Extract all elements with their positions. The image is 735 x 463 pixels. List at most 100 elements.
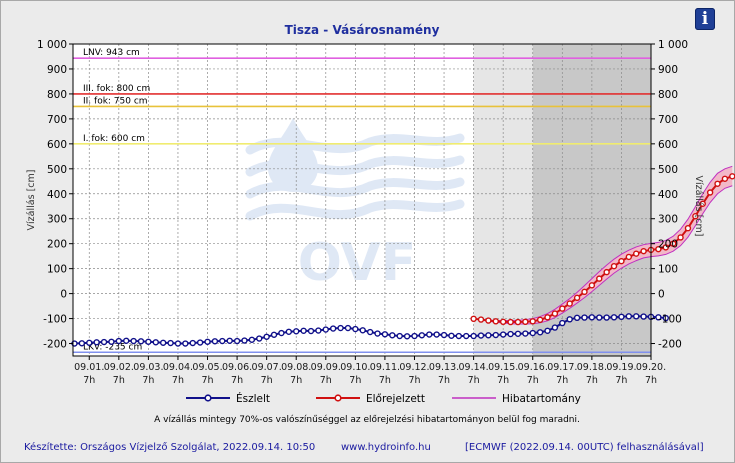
x-tick-label-date: 09.13. [429, 362, 459, 373]
x-tick-label-date: 09.12. [399, 362, 429, 373]
forecast-point [499, 318, 507, 325]
observed-point [455, 332, 463, 340]
observed-point [499, 331, 507, 338]
observed-point [86, 339, 93, 346]
observed-point [418, 332, 426, 339]
forecast-point [544, 314, 551, 321]
y-tick-label-left: 0 [60, 289, 67, 301]
observed-point [655, 314, 662, 321]
observed-point [536, 329, 544, 336]
forecast-point [522, 318, 529, 325]
forecast-point [536, 316, 544, 324]
observed-point [359, 327, 366, 334]
observed-point [610, 314, 618, 321]
x-tick-label-date: 09.19. [606, 362, 636, 373]
y-tick-label-left: 500 [47, 164, 67, 176]
observed-point [108, 338, 115, 345]
x-tick-label-date: 09.20. [636, 362, 666, 373]
observed-point [174, 340, 182, 347]
observed-point [381, 331, 389, 338]
x-tick-label-hour: 7h [172, 375, 184, 386]
plot-border [72, 43, 652, 357]
y-tick-label-right: 0 [658, 289, 665, 301]
x-tick-label-date: 09.18. [577, 362, 607, 373]
forecast-point [485, 317, 492, 324]
wave-icon [245, 155, 465, 177]
x-tick-label-hour: 7h [320, 375, 332, 386]
y-tick-label-left: 100 [47, 264, 67, 276]
forecast-point [507, 318, 514, 326]
legend: Észlelt Előrejelzett Hibatartomány [186, 392, 581, 405]
y-tick-label-right: 100 [658, 264, 678, 276]
x-tick-label-date: 09.16. [518, 362, 548, 373]
y-tick-label-left: 1 000 [37, 39, 67, 51]
forecast-point [706, 189, 714, 196]
observed-point [278, 329, 285, 337]
observed-point [477, 332, 485, 339]
forecast-point [655, 245, 662, 253]
observed-point [588, 314, 596, 321]
forecast-point [692, 213, 699, 220]
y-tick-label-right: 800 [658, 89, 678, 101]
forecast-point [596, 275, 603, 282]
observed-point [352, 325, 359, 333]
y-tick-label-right: 400 [658, 189, 678, 201]
observed-point [507, 330, 514, 338]
x-tick-label-hour: 7h [408, 375, 420, 386]
legend-error-label: Hibatartomány [502, 393, 581, 405]
forecast-point [529, 318, 536, 325]
observed-point [396, 332, 403, 340]
x-tick-label-date: 09.07. [252, 362, 282, 373]
observed-point [633, 313, 640, 320]
observed-point [159, 339, 167, 346]
observed-point [514, 330, 522, 337]
observed-point [485, 332, 492, 339]
observed-point [130, 337, 137, 345]
x-tick-label-date: 09.08. [281, 362, 311, 373]
observed-point [662, 314, 669, 322]
y-tick-label-left: 800 [47, 89, 67, 101]
x-tick-label-date: 09.02. [104, 362, 134, 373]
info-icon: i [701, 9, 709, 29]
observed-point [263, 333, 270, 340]
observed-point [285, 328, 293, 335]
wave-icon [245, 177, 465, 199]
reference-line-label: II. fok: 750 cm [83, 96, 148, 106]
info-button[interactable]: i [695, 8, 715, 30]
observed-point [196, 339, 204, 346]
footer-url[interactable]: www.hydroinfo.hu [341, 442, 431, 453]
reference-line-label: III. fok: 800 cm [83, 84, 150, 94]
observed-point [618, 313, 625, 321]
forecast-point [559, 305, 566, 312]
forecast-point [669, 240, 677, 247]
y-tick-label-right: 300 [658, 214, 678, 226]
observed-point [115, 337, 123, 345]
observed-point [337, 324, 344, 332]
observed-point [329, 325, 337, 332]
legend-observed-label: Észlelt [236, 392, 270, 405]
forecast-point [588, 282, 596, 289]
x-tick-label-hour: 7h [290, 375, 302, 386]
observed-point [573, 314, 581, 322]
ovf-logo: OVF [245, 118, 465, 293]
x-tick-label-date: 09.17. [547, 362, 577, 373]
series [71, 165, 735, 347]
observed-point [167, 339, 174, 347]
x-tick-label-hour: 7h [231, 375, 243, 386]
y-tick-label-left: -200 [43, 339, 67, 351]
x-tick-label-hour: 7h [201, 375, 213, 386]
observed-point [522, 330, 529, 337]
y-tick-label-right: 500 [658, 164, 678, 176]
x-tick-label-hour: 7h [113, 375, 125, 386]
observed-point [307, 327, 315, 335]
y-tick-label-right: 1 000 [658, 39, 688, 51]
forecast-point [581, 288, 588, 296]
observed-point [433, 331, 440, 338]
reference-lines: LNV: 943 cm III. fok: 800 cm II. fok: 750 … [73, 48, 651, 354]
y-tick-label-right: -100 [658, 314, 682, 326]
observed-point [411, 332, 418, 340]
y-tick-label-left: 400 [47, 189, 67, 201]
forecast-point [721, 175, 729, 182]
forecast-point [566, 300, 573, 307]
